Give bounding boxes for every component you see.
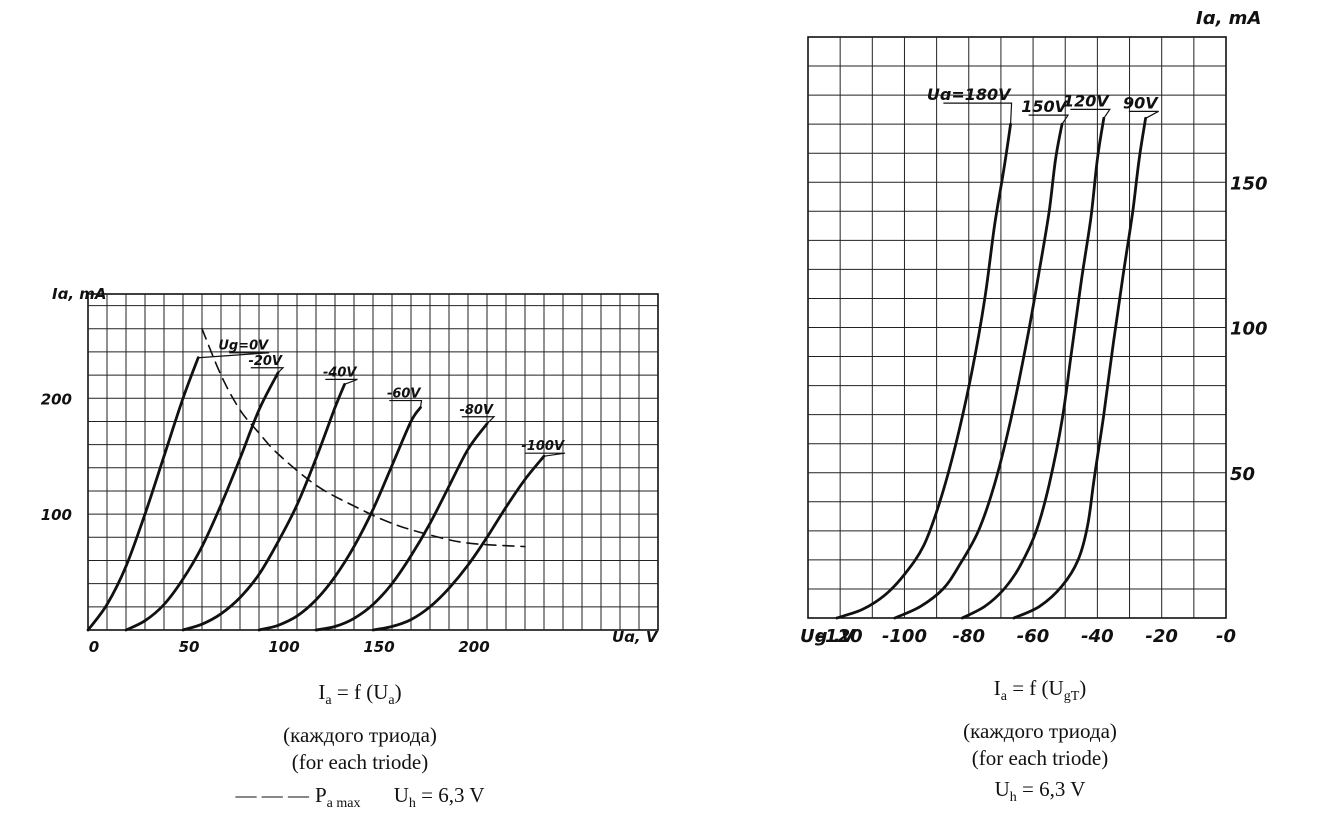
chart1-curves xyxy=(86,328,546,632)
y-tick-label: 100 xyxy=(41,506,72,524)
curve-label-leader xyxy=(389,399,423,408)
curve-u-180v xyxy=(835,122,1012,620)
curve-label-120v: 120V xyxy=(1063,91,1110,110)
curve-label-leader xyxy=(943,102,1013,125)
curve-label-leader xyxy=(198,352,270,359)
chart2-caption-ru: (каждого триода) xyxy=(963,719,1117,744)
y-tick-label: 150 xyxy=(1230,173,1268,194)
curve-label-150v: 150V xyxy=(1021,97,1068,116)
x-tick-label: 50 xyxy=(179,638,200,656)
chart1-caption-en: (for each triode) xyxy=(291,750,429,775)
x-tick-label: -120 xyxy=(818,626,863,647)
chart2-formula: Ia = f (UgT) xyxy=(993,676,1087,705)
x-tick-label: -60 xyxy=(1017,626,1050,647)
curve-label-leader xyxy=(1128,110,1159,119)
curve-80v xyxy=(314,422,489,632)
curve-label-90v: 90V xyxy=(1123,93,1159,112)
curve-100v xyxy=(371,454,546,632)
curve-ug-0v xyxy=(86,356,200,632)
chart1-caption-ru: (каждого триода) xyxy=(283,723,437,748)
chart2-caption-en: (for each triode) xyxy=(971,746,1109,771)
chart2-curves xyxy=(835,116,1147,620)
curve-label-40v: -40V xyxy=(323,365,357,380)
chart1-x-axis-label: Uɑ, V xyxy=(612,628,659,646)
y-tick-label: 50 xyxy=(1230,464,1255,485)
x-tick-label: -20 xyxy=(1145,626,1178,647)
x-tick-label: -0 xyxy=(1216,626,1236,647)
chart1-grid xyxy=(87,293,659,631)
x-tick-label: 200 xyxy=(458,638,489,656)
dashed-line-legend-symbol: — — — xyxy=(235,783,309,808)
x-tick-label: -40 xyxy=(1081,626,1114,647)
curve-label-80v: -80V xyxy=(459,403,493,418)
chart1-formula: Ia = f (Ua) xyxy=(318,680,402,709)
chart1-curve-labels: Ug=0V-20V -40V -60V -80V -100V xyxy=(198,339,566,457)
chart1-legend-line: — — — Pa max Uh = 6,3 V xyxy=(235,783,485,812)
chart2-caption: Ia = f (UgT) (каждого триода) (for each … xyxy=(840,676,1240,806)
curve-label-u-180v: Uɑ=180V xyxy=(927,85,1012,104)
curve-label-leader xyxy=(525,452,566,457)
x-tick-label: 150 xyxy=(363,638,394,656)
curve-90v xyxy=(1012,116,1147,620)
x-tick-label: -100 xyxy=(882,626,927,647)
chart1-tick-labels: 0 50 100 150 200 100 200 xyxy=(41,390,490,656)
x-tick-label: -80 xyxy=(953,626,986,647)
curve-20v xyxy=(124,371,280,632)
curve-label-60v: -60V xyxy=(387,387,421,402)
chart1-caption: Ia = f (Ua) (каждого триода) (for each t… xyxy=(150,680,570,812)
curve-60v xyxy=(257,406,422,632)
curve-label-leader xyxy=(325,378,358,385)
curve-label-100v: -100V xyxy=(521,439,565,454)
curve-label-leader xyxy=(1070,108,1111,119)
curve-150v xyxy=(893,122,1064,620)
chart2-y-axis-label: Iɑ, mA xyxy=(1196,8,1261,29)
curve-p-a-max xyxy=(201,328,526,548)
y-tick-label: 100 xyxy=(1230,319,1268,340)
chart2-x-axis-label: Ug .V xyxy=(800,626,857,647)
chart-ia-vs-ua: Ug=0V-20V -40V -60V -80V -100V 0 50 100 150 200 1… xyxy=(41,285,659,656)
curve-40v xyxy=(181,383,346,632)
x-tick-label: 0 xyxy=(89,638,99,656)
chart2-grid xyxy=(807,36,1227,619)
curve-label-leader xyxy=(1028,114,1070,125)
curve-label-20v: -20V xyxy=(248,354,282,369)
y-tick-label: 200 xyxy=(41,390,72,408)
chart2-tick-labels: -120 -100 -80 -60 -40 -20 -0 50 100 150 xyxy=(818,173,1268,647)
curve-120v xyxy=(960,116,1106,620)
curve-label-leader xyxy=(461,416,496,425)
chart1-y-axis-label: Iɑ, mA xyxy=(52,285,106,303)
curve-label-ug-0v: Ug=0V xyxy=(218,339,269,354)
chart2-uh: Uh = 6,3 V xyxy=(994,777,1086,806)
curve-label-leader xyxy=(250,367,285,374)
x-tick-label: 100 xyxy=(268,638,299,656)
